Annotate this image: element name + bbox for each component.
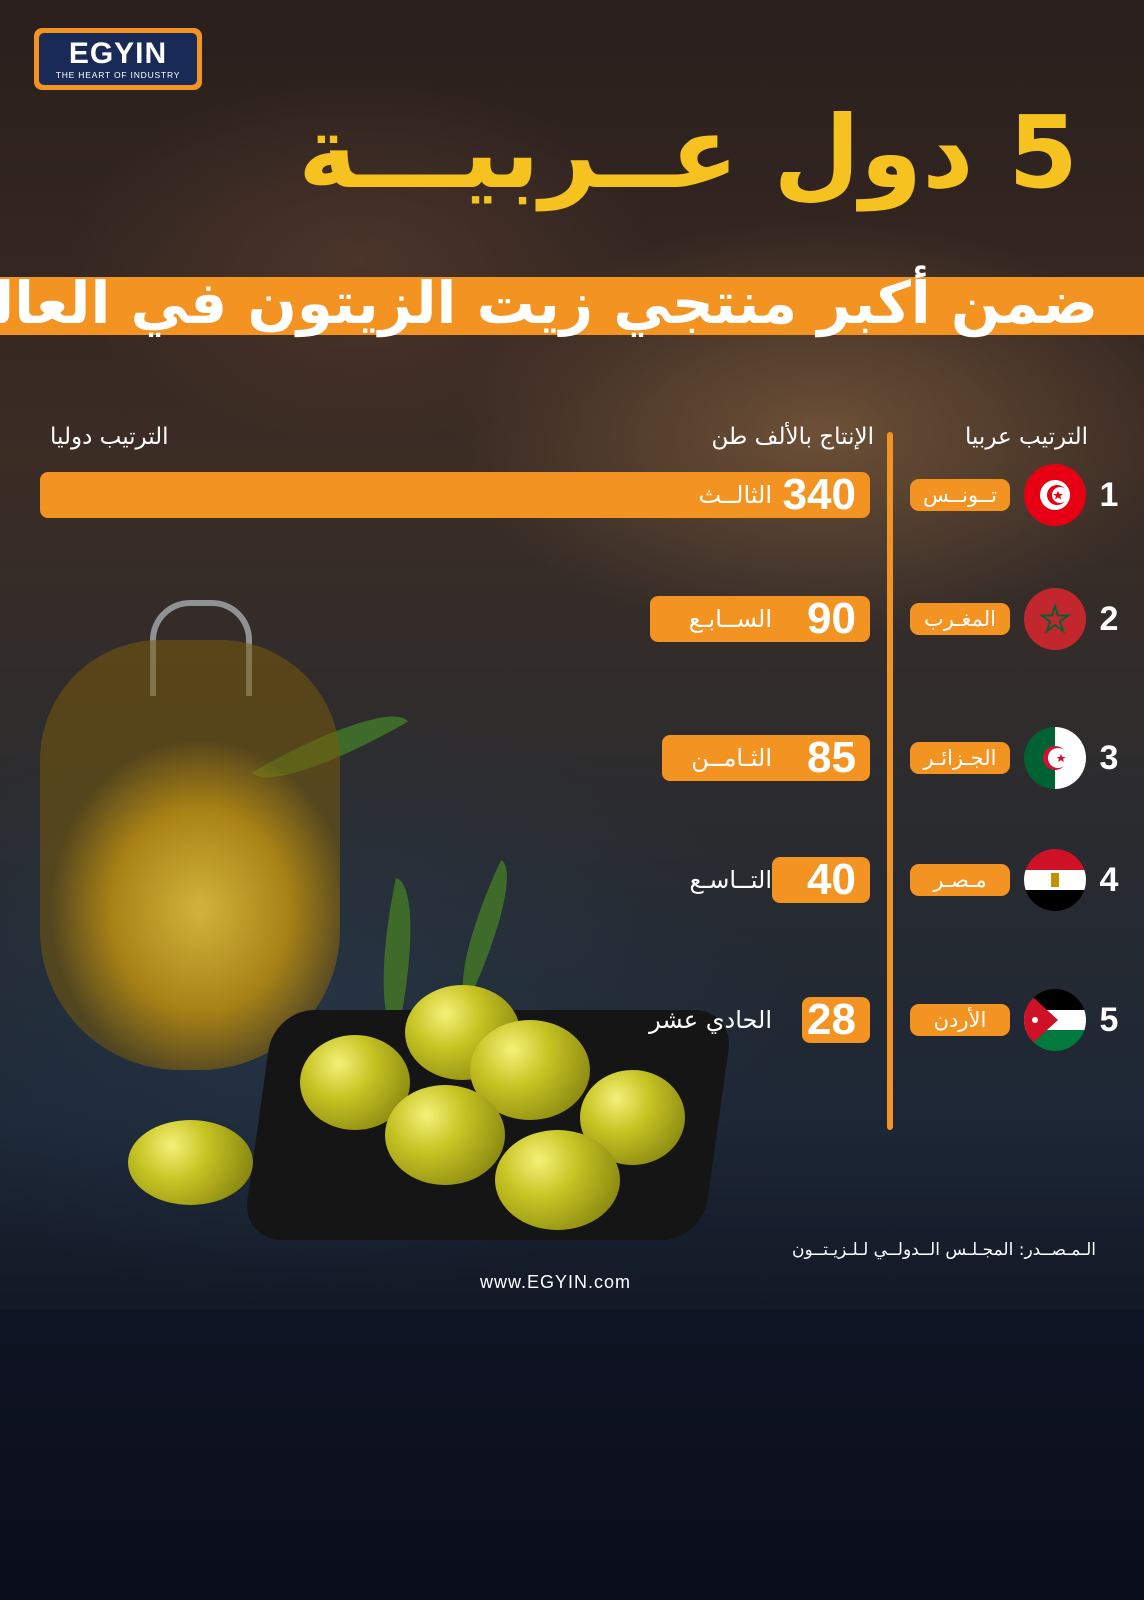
production-bar <box>40 472 870 518</box>
website-url: www.EGYIN.com <box>480 1272 632 1292</box>
egyin-logo: EGYIN THE HEART OF INDUSTRY <box>34 28 202 90</box>
olive <box>385 1085 505 1185</box>
bar-value-label: 90 <box>807 594 856 643</box>
header-arab-rank: الترتيب عربيا <box>964 424 1088 450</box>
production-bar <box>802 997 870 1043</box>
global-rank-label: التــاسـع <box>689 866 772 894</box>
olive <box>495 1130 620 1230</box>
arab-rank-number: 1 <box>1099 476 1119 514</box>
jordan-flag <box>1024 989 1086 1051</box>
country-label: الأردن <box>910 1004 1010 1036</box>
production-bar <box>662 735 870 781</box>
olive-on-spoon <box>128 1120 253 1205</box>
oil-bottle-illustration <box>40 640 340 1070</box>
logo-tagline: THE HEART OF INDUSTRY <box>55 70 181 80</box>
bottom-band <box>0 1310 1144 1600</box>
olive-leaf-decoration <box>441 860 529 1000</box>
morocco-flag <box>1024 588 1086 650</box>
global-rank-label: الثـامــن <box>691 744 772 772</box>
global-rank-label: الســابـع <box>688 605 772 633</box>
egypt-flag <box>1024 849 1086 911</box>
production-bar <box>772 857 870 903</box>
global-rank-label: الثالــث <box>698 481 772 509</box>
logo-name: EGYIN <box>68 37 168 70</box>
source-note: الـمـصــدر: المجـلـس الــدولــي لـلـزيـت… <box>792 1240 1096 1260</box>
infographic-poster: EGYIN THE HEART OF INDUSTRY 5 دول عــربي… <box>0 0 1144 1310</box>
arab-rank-number: 2 <box>1099 600 1119 638</box>
bar-value-label: 85 <box>807 733 856 782</box>
arab-rank-number: 4 <box>1099 861 1119 899</box>
production-bar <box>650 596 870 642</box>
country-label: تــونــس <box>910 479 1010 511</box>
main-title: 5 دول عــربيـــة <box>298 94 1078 211</box>
country-label: الجـزائـر <box>910 742 1010 774</box>
country-label: المغـرب <box>910 603 1010 635</box>
bar-value-label: 40 <box>807 855 856 904</box>
bar-value-label: 340 <box>782 470 856 519</box>
header-production: الإنتاج بالألف طن <box>711 424 874 450</box>
algeria-flag <box>1024 727 1086 789</box>
subtitle: ضمن أكبر منتجي زيت الزيتون في العالم <box>0 269 1098 337</box>
arab-rank-number: 5 <box>1099 1001 1119 1039</box>
arab-rank-number: 3 <box>1099 739 1119 777</box>
header-global-rank: الترتيب دوليا <box>50 424 169 450</box>
tunisia-flag <box>1024 464 1086 526</box>
chart-axis-line <box>887 432 893 1130</box>
country-label: مـصـر <box>910 864 1010 896</box>
subtitle-band <box>0 277 1144 335</box>
bar-value-label: 28 <box>807 995 856 1044</box>
